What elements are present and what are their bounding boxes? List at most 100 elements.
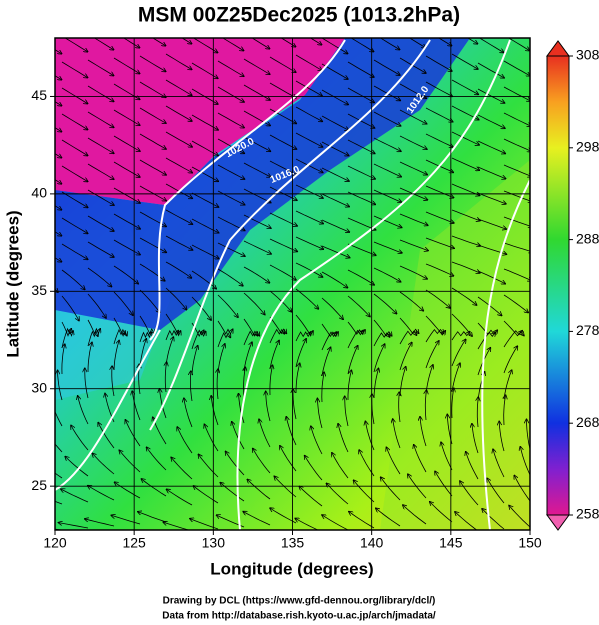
streamline [322, 372, 324, 403]
streamline [217, 332, 230, 348]
streamline [452, 388, 454, 419]
streamline [321, 38, 348, 54]
streamline [8, 496, 36, 506]
streamline [373, 189, 401, 202]
streamline [204, 424, 219, 452]
streamline [354, 480, 375, 503]
streamline [59, 523, 89, 529]
streamline [425, 330, 444, 343]
streamline [139, 107, 166, 123]
streamline [55, 49, 62, 54]
streamline [243, 292, 265, 315]
streamline [269, 108, 296, 124]
streamline [92, 453, 115, 475]
streamline [55, 231, 62, 236]
streamline [87, 241, 114, 257]
streamline [243, 240, 271, 254]
streamline [113, 341, 119, 371]
streamline [61, 269, 85, 290]
streamline [477, 62, 504, 78]
streamline [425, 81, 452, 96]
streamline [527, 419, 530, 450]
streamline [347, 243, 376, 255]
isobar [481, 179, 530, 530]
streamline [347, 217, 376, 230]
streamline [165, 53, 192, 70]
streamline [165, 261, 191, 278]
streamline [305, 456, 323, 481]
streamline [198, 454, 219, 478]
streamline [295, 210, 323, 224]
streamline [243, 214, 271, 228]
streamline [61, 321, 73, 337]
streamline [165, 157, 192, 173]
streamline [399, 161, 427, 175]
streamline [403, 505, 427, 525]
streamline [139, 339, 146, 369]
streamline [503, 164, 530, 177]
streamline [85, 368, 89, 399]
streamline [55, 472, 63, 479]
streamline [321, 89, 348, 105]
streamline [139, 81, 166, 97]
streamline [381, 477, 401, 501]
streamline [113, 109, 140, 125]
streamline [321, 245, 350, 258]
streamline [87, 163, 114, 179]
streamline [181, 38, 192, 44]
streamline [87, 267, 112, 287]
streamline [113, 57, 140, 74]
streamline [55, 179, 62, 184]
streamline [217, 294, 238, 317]
streamline [295, 132, 323, 147]
streamline [295, 288, 318, 309]
streamline [71, 425, 89, 451]
streamline [309, 38, 322, 45]
streamline [87, 215, 114, 231]
streamline [123, 38, 140, 48]
streamline [408, 38, 426, 48]
streamline [451, 209, 480, 221]
streamline [349, 512, 375, 529]
streamline [299, 486, 323, 507]
streamline [321, 271, 348, 288]
streamline [425, 133, 453, 147]
streamline [113, 161, 140, 177]
streamline [217, 138, 244, 153]
streamline [270, 508, 297, 524]
streamline [373, 215, 402, 228]
streamline [243, 110, 270, 126]
streamline [503, 294, 528, 313]
streamline [477, 166, 506, 179]
streamline [295, 80, 322, 96]
isobar [149, 39, 431, 431]
colorbar-tick-label: 278 [576, 322, 599, 338]
streamline [321, 193, 349, 207]
streamline [451, 53, 478, 69]
streamline [58, 370, 63, 401]
streamline [317, 398, 323, 429]
streamline [414, 445, 427, 473]
streamline [139, 133, 166, 149]
streamline [425, 289, 450, 308]
streamline [425, 237, 454, 248]
streamline [347, 330, 363, 349]
streamline [55, 101, 62, 106]
streamline [373, 332, 390, 347]
streamline [347, 269, 374, 285]
streamline [138, 512, 167, 523]
streamline [139, 333, 151, 343]
x-tick-label: 135 [281, 535, 305, 551]
streamline [359, 450, 375, 477]
streamline [321, 332, 336, 351]
x-tick-label: 130 [202, 535, 226, 551]
streamline [87, 59, 114, 76]
streamline [451, 235, 480, 246]
streamline [253, 449, 271, 474]
y-tick-label: 40 [31, 185, 47, 201]
streamline [112, 366, 114, 397]
streamline [520, 447, 530, 476]
streamline [55, 257, 62, 262]
streamline [243, 58, 270, 74]
